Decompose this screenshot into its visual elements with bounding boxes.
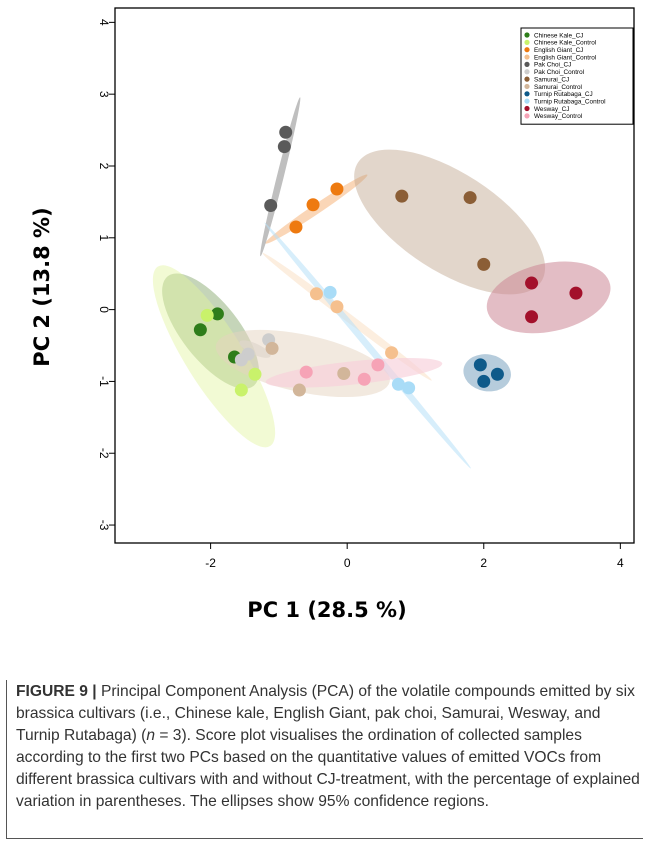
y-tick-label-2: -2 [97,448,111,459]
caption-text-part2: = 3). Score plot visualises the ordinati… [16,727,640,810]
legend-label-5: Pak Choi_CJ [534,62,571,69]
legend-label-4: English Giant_Control [534,54,596,61]
data-point-11-1 [525,276,539,290]
legend-marker-11 [524,105,530,112]
legend-marker-2 [524,39,530,45]
data-point-8-1 [265,341,279,355]
data-point-7-3 [477,257,491,271]
data-point-3-2 [306,198,320,212]
legend-label-2: Chinese Kale_Control [534,40,596,47]
confidence-ellipse-12 [265,357,443,388]
y-tick-label-1: -3 [97,520,111,531]
figure-caption: FIGURE 9 | Principal Component Analysis … [16,681,642,813]
legend-marker-12 [524,113,530,119]
x-tick-label-4: 4 [617,556,624,570]
legend-marker-10 [524,98,530,104]
legend-label-11: Wesway_CJ [534,106,569,113]
data-point-8-3 [337,367,351,381]
legend-marker-1 [524,32,530,38]
data-point-7-2 [463,191,477,205]
data-point-10-3 [402,381,416,395]
data-point-8-2 [292,383,306,397]
legend-marker-8 [524,83,530,90]
y-tick-label-5: 1 [97,234,111,241]
y-tick-label-7: 3 [97,91,111,98]
data-point-5-2 [277,140,291,154]
data-point-10-2 [391,377,405,391]
data-point-1-2 [193,323,207,337]
data-point-4-3 [385,346,399,360]
data-point-1-1 [210,307,224,321]
confidence-ellipse-10 [264,222,471,469]
confidence-ellipse-7 [354,149,546,295]
y-tick-label-3: -1 [97,376,111,387]
confidence-ellipse-5 [260,97,301,257]
caption-text-part1: Principal Component Analysis (PCA) of th… [16,683,635,744]
data-point-12-1 [371,358,385,372]
data-point-2-2 [248,367,262,381]
data-point-4-1 [309,287,323,301]
legend-marker-4 [524,54,530,60]
data-point-11-3 [525,310,539,324]
data-point-4-2 [330,300,344,314]
confidence-ellipse-9 [463,354,511,392]
y-axis-title: PC 2 (13.8 %) [30,207,54,367]
legend-box [520,27,634,125]
x-tick-label-2: 0 [344,556,351,570]
caption-frame [6,680,643,839]
legend-label-3: English Giant_CJ [534,47,583,54]
data-point-7-1 [395,189,409,203]
confidence-ellipse-11 [486,261,611,334]
legend-marker-6 [524,69,530,75]
data-point-12-3 [299,365,313,379]
x-tick-label-1: -2 [205,556,216,570]
data-point-9-1 [473,358,487,372]
y-tick-label-6: 2 [97,163,111,170]
confidence-ellipse-2 [152,265,276,448]
legend-marker-5 [524,61,530,67]
caption-n-symbol: n [146,727,155,744]
legend-label-8: Samurai_Control [534,84,582,91]
legend-label-1: Chinese Kale_CJ [534,32,583,39]
data-point-10-1 [323,285,337,299]
data-point-9-3 [477,374,491,388]
legend-label-7: Samurai_CJ [534,76,569,83]
legend-marker-7 [524,76,530,82]
legend-label-6: Pak Choi_Control [534,69,584,76]
plot-frame [114,7,635,544]
x-axis-title: PC 1 (28.5 %) [247,598,407,622]
legend-marker-9 [524,91,530,97]
data-point-6-3 [234,353,248,367]
data-point-3-3 [289,220,303,234]
data-point-5-3 [264,198,278,212]
y-tick-label-8: 4 [97,19,111,26]
data-point-2-3 [234,383,248,397]
data-point-3-1 [330,182,344,196]
legend-label-12: Wesway_Control [534,113,582,120]
legend-marker-3 [524,47,530,53]
data-point-12-2 [357,372,371,386]
pca-score-plot-figure: -2 0 2 4 -3 -2 -1 0 1 2 3 4 Chinese Kale_CJ Chinese K… [30,7,635,622]
y-tick-label-4: 0 [97,306,111,313]
legend-label-10: Turnip Rutabaga_Control [534,98,606,105]
data-point-9-2 [490,367,504,381]
data-point-5-1 [279,125,293,139]
x-tick-label-3: 2 [480,556,487,570]
data-point-11-2 [569,286,583,300]
legend-label-9: Turnip Rutabaga_CJ [534,91,593,98]
caption-label: FIGURE 9 | [16,683,97,700]
data-point-2-1 [200,308,214,322]
